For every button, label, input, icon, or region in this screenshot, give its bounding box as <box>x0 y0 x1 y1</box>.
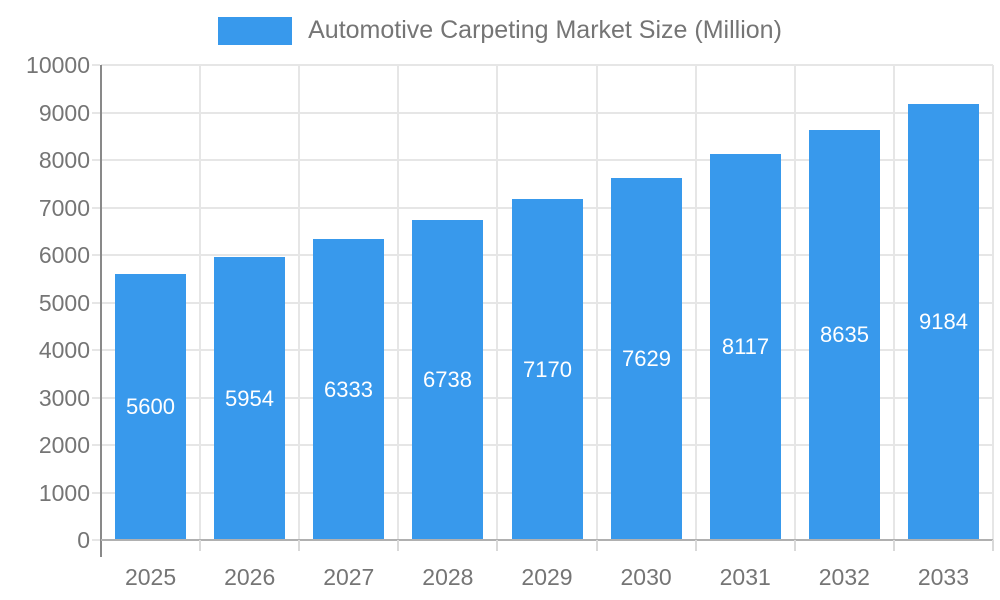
bar-value-label: 6333 <box>324 376 373 402</box>
x-tick-label: 2033 <box>917 564 970 590</box>
x-tick <box>794 540 796 551</box>
y-gridline <box>101 111 993 114</box>
y-tick-label: 0 <box>77 527 90 553</box>
y-tick <box>92 349 100 351</box>
x-tick-label: 2025 <box>124 564 177 590</box>
y-tick <box>92 491 100 494</box>
y-tick <box>92 64 100 66</box>
plot-area: 5600 5954 6333 6738 7170 7629 8117 8635 9184 <box>101 64 994 540</box>
bar: 8635 <box>809 130 880 540</box>
x-gridline <box>596 65 598 540</box>
x-tick <box>992 540 994 551</box>
bar-value-label: 9184 <box>919 309 968 334</box>
bar: 5954 <box>214 257 285 540</box>
bar-value-label: 5600 <box>126 394 175 419</box>
x-tick-label: 2032 <box>818 564 870 590</box>
bar: 7170 <box>512 199 583 540</box>
legend[interactable]: Automotive Carpeting Market Size (Millio… <box>0 16 1000 45</box>
y-tick-label: 10000 <box>26 52 90 78</box>
x-tick-label: 2029 <box>521 564 573 590</box>
x-tick-label: 2026 <box>224 564 276 590</box>
x-gridline <box>397 65 399 540</box>
y-tick <box>92 396 100 399</box>
y-tick <box>92 539 100 541</box>
y-tick-label: 8000 <box>38 147 90 173</box>
bar: 6333 <box>313 239 384 540</box>
y-tick-label: 1000 <box>38 479 90 506</box>
x-gridline <box>695 65 697 540</box>
x-gridline <box>496 65 498 540</box>
x-tick <box>695 540 697 551</box>
x-tick <box>199 540 201 551</box>
y-tick <box>92 206 100 209</box>
y-tick-label: 4000 <box>38 337 90 363</box>
y-tick-label: 5000 <box>38 289 90 316</box>
y-tick-label: 6000 <box>38 242 90 268</box>
x-tick <box>893 540 895 551</box>
bar: 9184 <box>908 104 979 540</box>
y-tick-label: 9000 <box>38 99 90 126</box>
bar-value-label: 5954 <box>225 385 274 411</box>
bar-value-label: 6738 <box>423 367 472 392</box>
legend-swatch <box>218 16 293 45</box>
bar-value-label: 7170 <box>523 356 572 382</box>
bar: 7629 <box>611 178 682 540</box>
x-tick-label: 2027 <box>323 564 375 590</box>
legend-label: Automotive Carpeting Market Size (Millio… <box>308 16 782 44</box>
x-gridline <box>199 65 201 540</box>
y-tick-label: 3000 <box>38 384 90 411</box>
x-gridline <box>298 65 300 540</box>
bar-value-label: 8635 <box>820 322 869 347</box>
y-tick-label: 2000 <box>38 432 90 458</box>
x-gridline <box>893 65 895 540</box>
y-gridline <box>101 159 993 161</box>
x-tick <box>596 540 598 551</box>
bar: 6738 <box>412 220 483 540</box>
bar-value-label: 8117 <box>721 334 770 359</box>
y-tick <box>92 111 100 114</box>
y-tick <box>92 444 100 446</box>
x-tick <box>298 540 300 551</box>
y-tick <box>92 301 100 304</box>
x-tick <box>397 540 399 551</box>
x-tick <box>496 540 498 551</box>
x-gridline <box>992 65 994 540</box>
y-tick <box>92 159 100 161</box>
x-tick-label: 2031 <box>719 564 771 590</box>
bar-value-label: 7629 <box>622 346 671 371</box>
x-gridline <box>794 65 796 540</box>
bar: 8117 <box>710 154 781 540</box>
x-tick-label: 2030 <box>620 564 672 590</box>
bar: 5600 <box>115 274 186 540</box>
y-tick-label: 7000 <box>38 194 90 221</box>
y-tick <box>92 254 100 256</box>
y-gridline <box>101 64 993 66</box>
x-tick-label: 2028 <box>422 564 474 590</box>
